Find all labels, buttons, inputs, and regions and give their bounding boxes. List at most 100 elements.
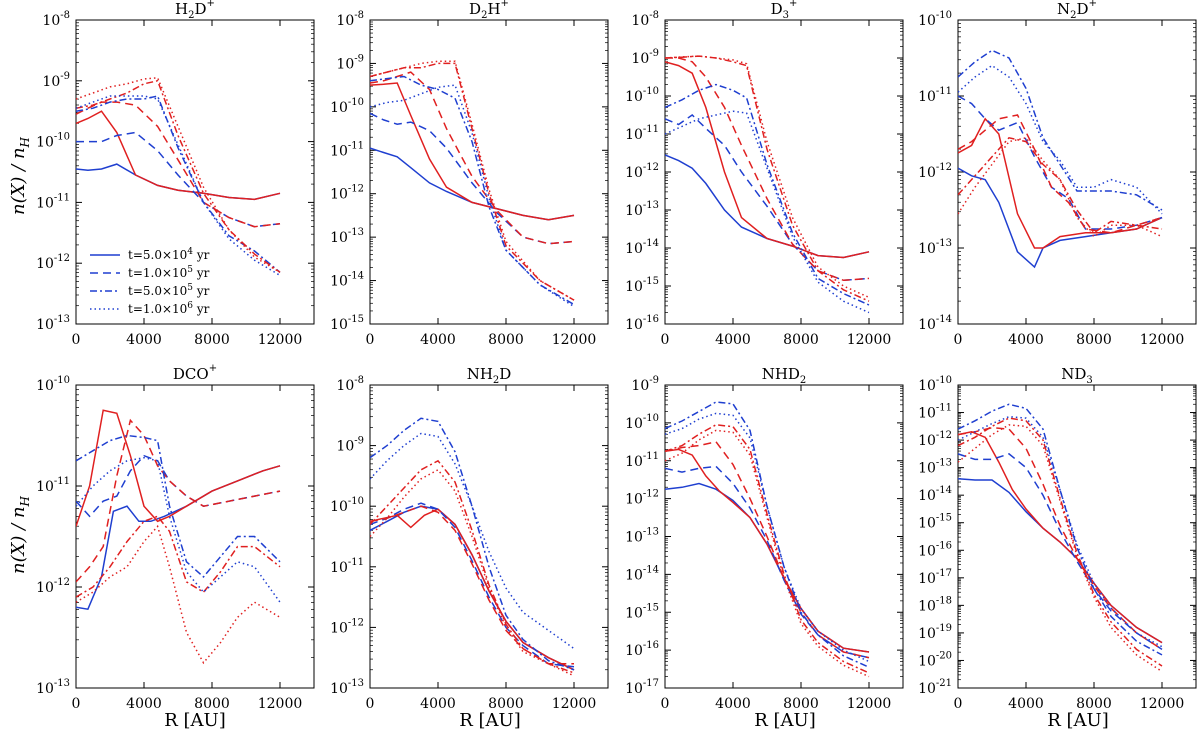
series-line-red-solid: [76, 110, 281, 201]
x-tick-label: 12000: [847, 332, 892, 348]
x-tick-label: 12000: [552, 332, 597, 348]
series-line-blue-dashed: [665, 465, 870, 659]
series-line-red-solid: [958, 431, 1163, 644]
y-tick-label: 10-13: [36, 314, 70, 333]
series-line-blue-dotted: [76, 456, 281, 603]
y-tick-label: 10-12: [625, 162, 659, 181]
series-line-blue-solid: [76, 465, 281, 611]
series-line-red-solid: [665, 61, 870, 259]
x-tick-label: 12000: [1140, 696, 1185, 712]
series-line-blue-dotted: [958, 64, 1163, 215]
x-tick-label: 8000: [1076, 332, 1112, 348]
y-tick-label: 10-11: [625, 124, 659, 143]
y-tick-label: 10-18: [918, 595, 952, 614]
x-tick-label: 12000: [258, 696, 303, 712]
panel-title: NH2D: [467, 365, 512, 386]
plot-frame: [369, 384, 609, 689]
y-tick-label: 10-10: [918, 10, 952, 29]
y-tick-label: 10-9: [631, 48, 659, 67]
panel-8: 0 4000 8000 12000 10-21 10-20 10-19 10-18 10-17 1…: [918, 365, 1197, 712]
series-line-blue-dashed: [958, 453, 1163, 651]
series-line-blue-dotted: [370, 432, 575, 650]
y-tick-label: 10-14: [330, 271, 364, 290]
series-line-red-dotted: [370, 468, 575, 677]
y-tick-label: 10-11: [918, 403, 952, 422]
x-tick-label: 4000: [420, 696, 456, 712]
series-line-blue-dashed: [370, 112, 575, 245]
y-tick-label: 10-8: [336, 10, 364, 29]
x-tick-label: 4000: [126, 332, 162, 348]
y-tick-label: 10-15: [918, 513, 952, 532]
y-tick-label: 10-10: [625, 413, 659, 432]
plot-frame: [75, 19, 315, 325]
series-line-blue-dashed: [958, 95, 1163, 230]
series-line-red-dashdot: [76, 79, 281, 273]
panel-3: 0 4000 8000 12000 10-16 10-15 10-14 10-13 10-12 1…: [625, 0, 904, 348]
x-tick-label: 4000: [126, 696, 162, 712]
legend-label: t=5.0×104 yr: [128, 247, 210, 262]
x-tick-label: 4000: [1008, 696, 1044, 712]
series-line-red-dotted: [665, 55, 870, 299]
panel-7: 0 4000 8000 12000 10-17 10-16 10-15 10-14 10-13 1…: [625, 365, 904, 712]
series-line-red-solid: [665, 448, 870, 653]
x-tick-label: 0: [661, 696, 670, 712]
series-line-red-dashdot: [665, 424, 870, 674]
legend-label: t=1.0×106 yr: [128, 301, 210, 316]
x-tick-label: 0: [366, 332, 375, 348]
x-tick-label: 0: [661, 332, 670, 348]
series-line-red-dotted: [958, 136, 1163, 238]
y-tick-label: 10-14: [918, 314, 952, 333]
series-line-red-dashdot: [370, 459, 575, 674]
panel-title: NHD2: [762, 365, 807, 386]
series-line-red-solid: [370, 508, 575, 671]
x-tick-label: 4000: [715, 696, 751, 712]
y-tick-label: 10-12: [36, 253, 70, 272]
plot-frame: [75, 384, 315, 689]
series-line-red-dashed: [665, 440, 870, 659]
y-tick-label: 10-9: [336, 53, 364, 72]
y-tick-label: 10-13: [625, 200, 659, 219]
x-tick-label: 8000: [783, 332, 819, 348]
y-tick-label: 10-13: [918, 238, 952, 257]
x-tick-label: 0: [366, 696, 375, 712]
y-tick-label: 10-12: [918, 430, 952, 449]
series-line-blue-dashed: [370, 502, 575, 668]
y-tick-label: 10-11: [36, 192, 70, 211]
series-line-blue-solid: [958, 167, 1163, 269]
y-tick-label: 10-20: [918, 650, 952, 669]
x-tick-label: 12000: [1140, 332, 1185, 348]
series-line-red-solid: [370, 82, 575, 221]
x-tick-label: 8000: [488, 332, 524, 348]
y-tick-label: 10-9: [336, 436, 364, 455]
y-tick-label: 10-16: [625, 314, 659, 333]
panel-title: ND3: [1061, 365, 1093, 386]
y-tick-label: 10-16: [918, 540, 952, 559]
series-line-blue-dotted: [76, 95, 281, 277]
y-tick-label: 10-9: [42, 71, 70, 90]
x-tick-label: 8000: [488, 696, 524, 712]
y-tick-label: 10-12: [918, 162, 952, 181]
y-tick-label: 10-10: [36, 132, 70, 151]
panel-title: N2D+: [1057, 0, 1097, 21]
plot-frame: [957, 19, 1197, 325]
x-tick-label: 8000: [1076, 696, 1112, 712]
series-line-red-dashed: [370, 505, 574, 665]
series-line-blue-solid: [958, 477, 1163, 644]
legend-label: t=5.0×105 yr: [128, 283, 210, 298]
series-line-blue-dashdot: [665, 401, 870, 668]
series-line-red-solid: [76, 409, 281, 527]
y-tick-label: 10-15: [625, 602, 659, 621]
y-tick-label: 10-11: [330, 557, 364, 576]
series-line-red-dashdot: [958, 136, 1163, 234]
y-tick-label: 10-12: [330, 617, 364, 636]
panel-title: DCO+: [173, 363, 217, 383]
x-tick-label: 0: [72, 332, 81, 348]
series-line-blue-dotted: [370, 84, 575, 308]
series-line-blue-dotted: [665, 110, 870, 314]
x-tick-label: 12000: [552, 696, 597, 712]
x-axis-label-col4: R [AU]: [1047, 710, 1109, 731]
y-tick-label: 10-10: [918, 375, 952, 394]
y-tick-label: 10-19: [918, 623, 952, 642]
series-line-blue-dotted: [958, 415, 1163, 648]
